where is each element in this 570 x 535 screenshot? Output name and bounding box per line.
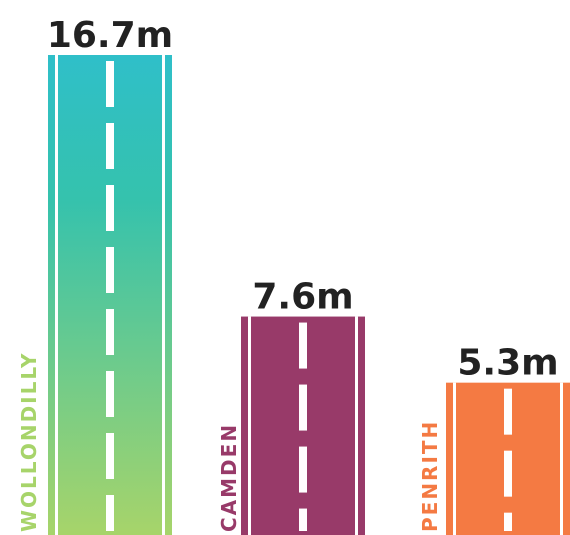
centre-dash-camden-3 <box>299 508 307 531</box>
centre-dash-wollondilly-6 <box>106 433 114 479</box>
lane-markings-penrith <box>453 382 563 535</box>
road-edge-line-left-camden <box>248 316 251 535</box>
centre-dash-wollondilly-2 <box>106 185 114 231</box>
centre-dash-wollondilly-5 <box>106 371 114 417</box>
centre-dash-wollondilly-0 <box>106 61 114 107</box>
centre-dash-penrith-1 <box>504 450 512 497</box>
centre-dash-wollondilly-3 <box>106 247 114 293</box>
bar-group-camden: 7.6m CAMDEN <box>217 277 365 535</box>
road-edge-line-left-penrith <box>453 382 456 535</box>
value-label-camden: 7.6m <box>252 277 353 318</box>
road-edge-line-right-wollondilly <box>162 55 165 535</box>
centre-dash-penrith-2 <box>504 512 512 531</box>
value-label-penrith: 5.3m <box>457 343 558 384</box>
lane-markings-camden <box>248 316 358 535</box>
category-label-penrith: PENRITH <box>418 420 442 532</box>
centre-dash-wollondilly-1 <box>106 123 114 169</box>
bar-group-penrith: 5.3m PENRITH <box>418 343 570 535</box>
road-edge-line-right-penrith <box>560 382 563 535</box>
category-label-camden: CAMDEN <box>217 423 241 532</box>
centre-dash-wollondilly-4 <box>106 309 114 355</box>
value-label-wollondilly: 16.7m <box>47 15 173 56</box>
lane-markings-wollondilly <box>55 55 165 535</box>
road-edge-line-left-wollondilly <box>55 55 58 535</box>
centre-dash-camden-2 <box>299 446 307 493</box>
category-label-wollondilly: WOLLONDILLY <box>17 352 41 532</box>
centre-dash-camden-1 <box>299 384 307 431</box>
centre-dash-camden-0 <box>299 322 307 369</box>
road-edge-line-right-camden <box>355 316 358 535</box>
centre-dash-penrith-0 <box>504 388 512 435</box>
centre-dash-wollondilly-7 <box>106 495 114 531</box>
bar-group-wollondilly: 16.7m WOLLONDILLY <box>17 15 173 535</box>
